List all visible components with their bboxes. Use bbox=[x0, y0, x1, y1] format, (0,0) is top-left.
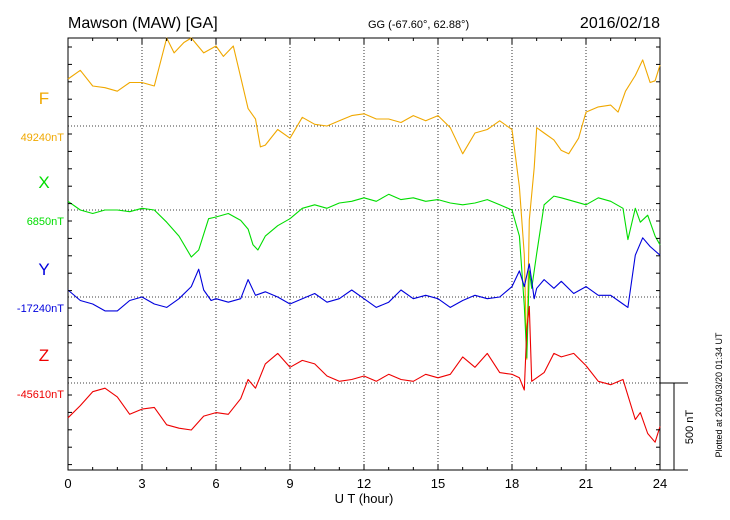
x-tick-label: 24 bbox=[653, 476, 667, 491]
series-line-z bbox=[67, 305, 661, 443]
station-title: Mawson (MAW) [GA] bbox=[68, 15, 218, 32]
x-tick-label: 12 bbox=[357, 476, 371, 491]
grid-layer bbox=[68, 38, 660, 470]
x-tick-layer: 0 3 6 9 12 15 18 21 24 bbox=[64, 38, 667, 491]
scale-bar bbox=[660, 382, 688, 471]
series-name-f: F bbox=[39, 89, 49, 108]
series-baseline-y: -17240nT bbox=[17, 303, 64, 315]
x-tick-label: 15 bbox=[431, 476, 445, 491]
station-coords: GG (-67.60°, 62.88°) bbox=[368, 19, 469, 31]
x-tick-label: 3 bbox=[138, 476, 145, 491]
plotted-timestamp: Plotted at 2016/03/20 01:34 UT bbox=[714, 332, 724, 458]
series-line-f bbox=[67, 37, 661, 360]
x-tick-label: 21 bbox=[579, 476, 593, 491]
series-baseline-f: 49240nT bbox=[21, 132, 65, 144]
series-layer bbox=[67, 37, 661, 443]
x-axis-title: U T (hour) bbox=[335, 491, 394, 506]
series-line-x bbox=[67, 193, 661, 359]
x-tick-label: 9 bbox=[286, 476, 293, 491]
series-name-y: Y bbox=[38, 260, 49, 279]
x-tick-label: 6 bbox=[212, 476, 219, 491]
chart-date: 2016/02/18 bbox=[580, 15, 660, 32]
series-baseline-x: 6850nT bbox=[27, 216, 65, 228]
series-name-x: X bbox=[38, 173, 49, 192]
series-baseline-z: -45610nT bbox=[17, 389, 64, 401]
x-tick-label: 0 bbox=[64, 476, 71, 491]
x-tick-label: 18 bbox=[505, 476, 519, 491]
channel-label-layer: F 49240nT X 6850nT Y -17240nT Z -45610nT bbox=[17, 89, 64, 401]
series-line-y bbox=[67, 237, 661, 312]
scale-bar-label: 500 nT bbox=[684, 410, 696, 445]
series-name-z: Z bbox=[39, 346, 49, 365]
